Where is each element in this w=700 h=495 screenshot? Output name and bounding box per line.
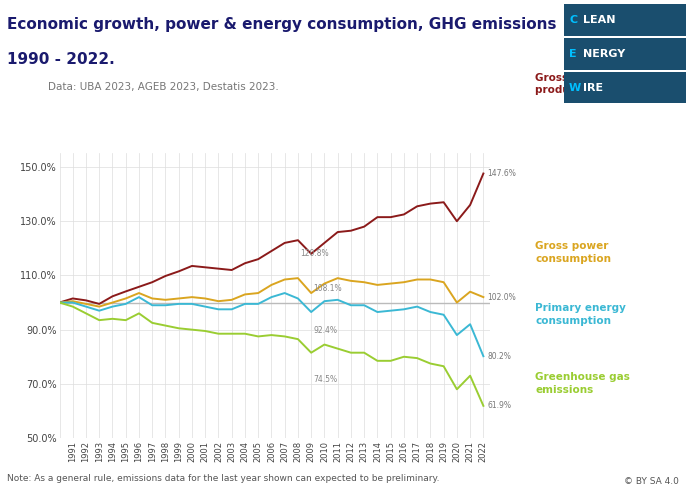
Text: C: C	[569, 15, 577, 25]
Text: Economic growth, power & energy consumption, GHG emissions: Economic growth, power & energy consumpt…	[7, 17, 556, 32]
Text: Primary energy
consumption: Primary energy consumption	[536, 303, 626, 326]
Text: Gross power
consumption: Gross power consumption	[536, 241, 612, 264]
Text: E: E	[569, 49, 577, 59]
Text: 120.8%: 120.8%	[300, 249, 328, 258]
Text: Data: UBA 2023, AGEB 2023, Destatis 2023.: Data: UBA 2023, AGEB 2023, Destatis 2023…	[35, 82, 279, 92]
Text: 61.9%: 61.9%	[487, 401, 512, 410]
Text: 1990 - 2022.: 1990 - 2022.	[7, 52, 115, 67]
Text: IRE: IRE	[583, 83, 603, 93]
Text: 74.5%: 74.5%	[313, 375, 337, 384]
Text: W: W	[569, 83, 581, 93]
Text: © BY SA 4.0: © BY SA 4.0	[624, 477, 679, 486]
Text: LEAN: LEAN	[583, 15, 615, 25]
Text: 80.2%: 80.2%	[487, 352, 511, 361]
Text: Note: As a general rule, emissions data for the last year shown can expected to : Note: As a general rule, emissions data …	[7, 474, 440, 483]
Text: 102.0%: 102.0%	[487, 293, 516, 301]
Text: Greenhouse gas
emissions: Greenhouse gas emissions	[536, 372, 631, 395]
Text: 147.6%: 147.6%	[487, 169, 516, 178]
Text: Gross domestic
product (GDP): Gross domestic product (GDP)	[536, 73, 626, 96]
Text: 92.4%: 92.4%	[313, 326, 337, 336]
Text: 108.1%: 108.1%	[313, 284, 342, 293]
Text: NERGY: NERGY	[583, 49, 625, 59]
